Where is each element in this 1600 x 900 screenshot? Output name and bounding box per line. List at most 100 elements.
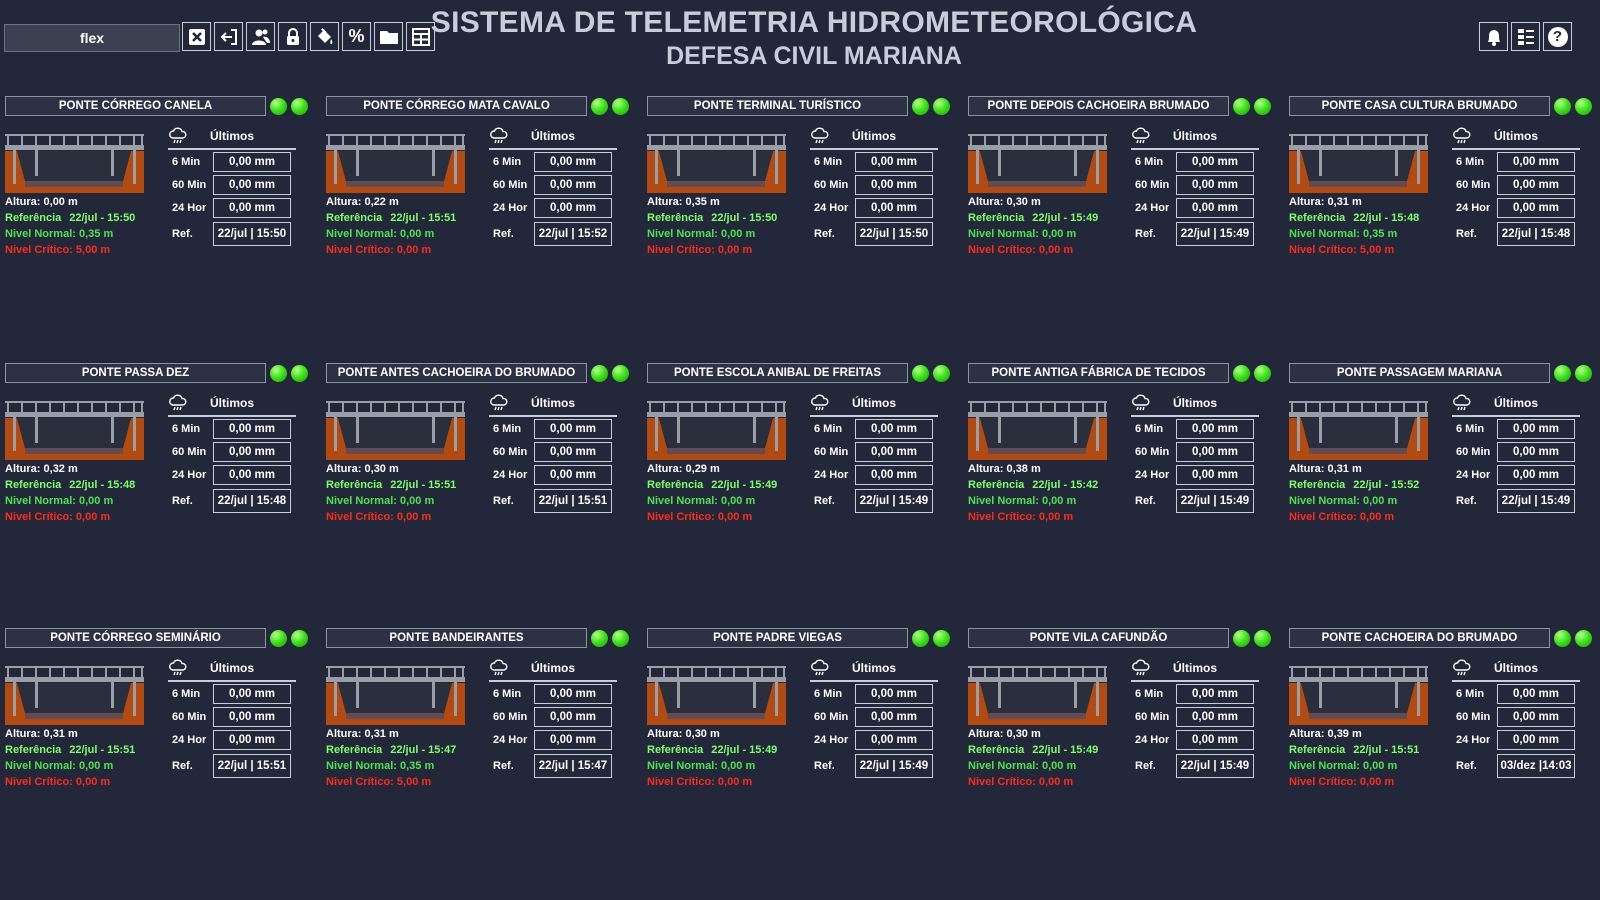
close-button[interactable] <box>182 22 211 51</box>
rain-panel: Últimos 6 Min 0,00 mm 60 Min 0,00 mm 24 Ho… <box>810 126 938 247</box>
logout-button[interactable] <box>214 22 243 51</box>
station-name[interactable]: PONTE ANTIGA FÁBRICA DE TECIDOS <box>968 363 1229 383</box>
status-led-icon <box>612 364 629 382</box>
station-name[interactable]: PONTE CÓRREGO CANELA <box>5 96 266 116</box>
bell-icon <box>1484 27 1504 47</box>
help-button[interactable]: ? <box>1543 22 1572 51</box>
rain-row-ref: Ref. 22/jul | 15:49 <box>810 488 938 514</box>
station-name[interactable]: PONTE CÓRREGO MATA CAVALO <box>326 96 587 116</box>
ultimos-label: Últimos <box>531 661 576 675</box>
list-button[interactable] <box>1511 22 1540 51</box>
rain-row-60min: 60 Min 0,00 mm <box>168 705 296 728</box>
notifications-button[interactable] <box>1479 22 1508 51</box>
station-name[interactable]: PONTE BANDEIRANTES <box>326 628 587 648</box>
station-header: PONTE PASSA DEZ <box>5 363 308 383</box>
ref-timestamp: 22/jul | 15:49 <box>855 754 933 778</box>
rain-24h-value: 0,00 mm <box>213 464 291 485</box>
station-name[interactable]: PONTE TERMINAL TURÍSTICO <box>647 96 908 116</box>
station-name[interactable]: PONTE PASSA DEZ <box>5 363 266 383</box>
users-button[interactable] <box>246 22 275 51</box>
status-led-icon <box>1254 97 1271 115</box>
rain-row-6min: 6 Min 0,00 mm <box>810 682 938 705</box>
rain-cloud-icon <box>1452 127 1472 145</box>
paint-button[interactable] <box>310 22 339 51</box>
paint-bucket-icon <box>315 27 335 47</box>
rain-header: Últimos <box>489 393 617 417</box>
rain-row-ref: Ref. 22/jul | 15:49 <box>1131 488 1259 514</box>
altura-text: Altura: 0,22 m <box>326 196 399 208</box>
rain-6min-value: 0,00 mm <box>1176 418 1254 439</box>
station-readings: Altura: 0,32 m Referência 22/jul - 15:48 … <box>5 461 135 525</box>
station-name[interactable]: PONTE CACHOEIRA DO BRUMADO <box>1289 628 1550 648</box>
rain-24h-value: 0,00 mm <box>855 197 933 218</box>
rain-header: Últimos <box>1131 658 1259 682</box>
user-field[interactable]: flex <box>4 24 180 52</box>
status-led-icon <box>291 629 308 647</box>
rain-row-6min: 6 Min 0,00 mm <box>1452 682 1580 705</box>
nivel-normal-text: Nivel Normal: 0,00 m <box>5 760 114 772</box>
nivel-critico-text: Nivel Crítico: 0,00 m <box>647 511 753 523</box>
station-name[interactable]: PONTE ANTES CACHOEIRA DO BRUMADO <box>326 363 587 383</box>
rain-row-24h: 24 Hor 0,00 mm <box>1131 463 1259 486</box>
station-readings: Altura: 0,22 m Referência 22/jul - 15:51 … <box>326 194 456 258</box>
status-led-icon <box>1575 629 1592 647</box>
ref-timestamp: 22/jul | 15:48 <box>1497 222 1575 246</box>
referencia-text: Referência 22/jul - 15:51 <box>326 212 457 224</box>
altura-text: Altura: 0,30 m <box>968 728 1041 740</box>
station-name[interactable]: PONTE CÓRREGO SEMINÁRIO <box>5 628 266 648</box>
status-led-icon <box>1575 364 1592 382</box>
lock-button[interactable] <box>278 22 307 51</box>
rain-row-ref: Ref. 22/jul | 15:49 <box>810 753 938 779</box>
rain-row-60min: 60 Min 0,00 mm <box>810 705 938 728</box>
rain-6min-value: 0,00 mm <box>1497 151 1575 172</box>
rain-6min-value: 0,00 mm <box>534 683 612 704</box>
altura-text: Altura: 0,32 m <box>5 463 78 475</box>
rain-24h-value: 0,00 mm <box>534 729 612 750</box>
rain-60min-value: 0,00 mm <box>534 174 612 195</box>
station-header: PONTE PADRE VIEGAS <box>647 628 950 648</box>
status-led-icon <box>912 629 929 647</box>
rain-6min-value: 0,00 mm <box>213 683 291 704</box>
station-name[interactable]: PONTE PADRE VIEGAS <box>647 628 908 648</box>
rain-row-6min: 6 Min 0,00 mm <box>1131 682 1259 705</box>
rain-row-24h: 24 Hor 0,00 mm <box>1131 196 1259 219</box>
rain-24h-value: 0,00 mm <box>1176 464 1254 485</box>
rain-row-24h: 24 Hor 0,00 mm <box>1131 728 1259 751</box>
rain-row-6min: 6 Min 0,00 mm <box>489 150 617 173</box>
rain-row-6min: 6 Min 0,00 mm <box>810 150 938 173</box>
toolbar: % <box>182 22 435 51</box>
rain-row-60min: 60 Min 0,00 mm <box>489 440 617 463</box>
station-readings: Altura: 0,30 m Referência 22/jul - 15:49 … <box>968 726 1098 790</box>
station-header: PONTE BANDEIRANTES <box>326 628 629 648</box>
bridge-icon <box>326 398 465 460</box>
station-name[interactable]: PONTE CASA CULTURA BRUMADO <box>1289 96 1550 116</box>
rain-6min-value: 0,00 mm <box>1176 683 1254 704</box>
referencia-text: Referência 22/jul - 15:50 <box>647 212 778 224</box>
rain-row-24h: 24 Hor 0,00 mm <box>489 728 617 751</box>
rain-cloud-icon <box>489 394 509 412</box>
rain-row-24h: 24 Hor 0,00 mm <box>810 728 938 751</box>
station-name[interactable]: PONTE ESCOLA ANIBAL DE FREITAS <box>647 363 908 383</box>
folder-button[interactable] <box>374 22 403 51</box>
percent-button[interactable]: % <box>342 22 371 51</box>
close-icon <box>187 27 207 47</box>
ultimos-label: Últimos <box>210 129 255 143</box>
rain-24h-value: 0,00 mm <box>1497 729 1575 750</box>
nivel-normal-text: Nivel Normal: 0,00 m <box>647 228 756 240</box>
status-led-icon <box>1254 364 1271 382</box>
station-header: PONTE CÓRREGO SEMINÁRIO <box>5 628 308 648</box>
station-name[interactable]: PONTE PASSAGEM MARIANA <box>1289 363 1550 383</box>
station-name[interactable]: PONTE DEPOIS CACHOEIRA BRUMADO <box>968 96 1229 116</box>
bridge-icon <box>968 131 1107 193</box>
rain-header: Últimos <box>810 658 938 682</box>
grid-button[interactable] <box>406 22 435 51</box>
rain-60min-value: 0,00 mm <box>1176 441 1254 462</box>
station-readings: Altura: 0,29 m Referência 22/jul - 15:49 … <box>647 461 777 525</box>
station-panel: PONTE PADRE VIEGAS Altura: 0,30 m Referê… <box>647 628 952 828</box>
altura-text: Altura: 0,29 m <box>647 463 720 475</box>
ultimos-label: Últimos <box>1173 129 1218 143</box>
nivel-critico-text: Nivel Crítico: 0,00 m <box>5 511 111 523</box>
rain-row-60min: 60 Min 0,00 mm <box>489 705 617 728</box>
station-name[interactable]: PONTE VILA CAFUNDÃO <box>968 628 1229 648</box>
station-header: PONTE VILA CAFUNDÃO <box>968 628 1271 648</box>
